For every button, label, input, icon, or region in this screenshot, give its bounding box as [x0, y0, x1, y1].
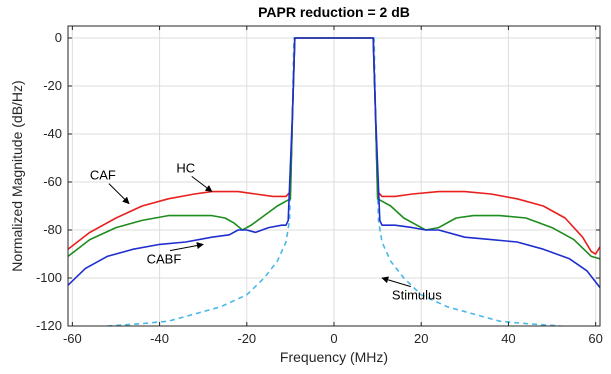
series-line-stimulus [107, 37, 561, 326]
annotation-caf: CAF [90, 168, 116, 183]
x-tick-label: 40 [501, 331, 515, 346]
y-axis-label: Normalized Magnitude (dB/Hz) [9, 80, 25, 271]
y-tick-label: 0 [55, 30, 62, 45]
annotation-hc: HC [176, 160, 195, 175]
series-layer [68, 37, 600, 326]
x-axis-ticks: -60 -40 -20 0 20 40 60 [63, 26, 603, 346]
x-axis-label: Frequency (MHz) [280, 349, 388, 365]
x-tick-label: -60 [63, 331, 82, 346]
annotation-arrow-stimulus [381, 276, 411, 288]
x-tick-label: 0 [330, 331, 337, 346]
y-tick-label: -60 [43, 174, 62, 189]
chart-title: PAPR reduction = 2 dB [258, 4, 410, 20]
y-tick-label: -100 [36, 270, 62, 285]
x-tick-label: 20 [414, 331, 428, 346]
annotations: HC CAF CABF Stimulus [90, 160, 442, 302]
series-line-cabf [68, 37, 600, 289]
y-tick-label: -120 [36, 318, 62, 333]
y-tick-label: -40 [43, 126, 62, 141]
annotation-stimulus: Stimulus [392, 288, 442, 303]
annotation-arrow-caf [108, 183, 130, 205]
x-tick-label: -20 [237, 331, 256, 346]
annotation-arrow-hc [191, 176, 213, 193]
y-tick-label: -80 [43, 222, 62, 237]
x-tick-label: -40 [150, 331, 169, 346]
y-axis-ticks: 0 -20 -40 -60 -80 -100 -120 [36, 30, 600, 333]
x-tick-label: 60 [588, 331, 602, 346]
annotation-cabf: CABF [147, 252, 182, 267]
y-tick-label: -20 [43, 78, 62, 93]
annotation-arrow-cabf [169, 242, 204, 252]
